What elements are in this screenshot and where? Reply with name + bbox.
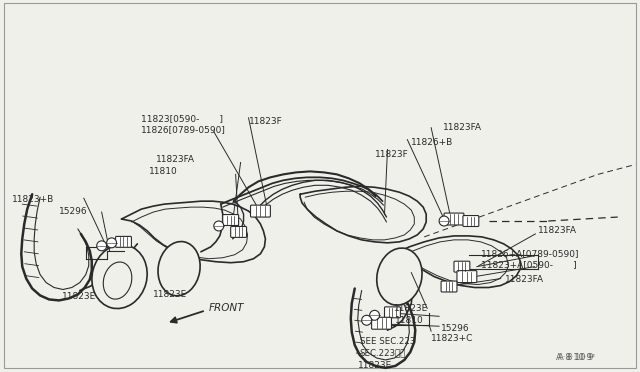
Text: 11823FA: 11823FA <box>443 123 482 132</box>
Circle shape <box>107 238 116 248</box>
FancyBboxPatch shape <box>230 227 246 237</box>
Text: 11823E: 11823E <box>62 292 96 301</box>
FancyBboxPatch shape <box>372 317 392 329</box>
Text: FRONT: FRONT <box>209 303 244 313</box>
Text: A·8·10·9²: A·8·10·9² <box>558 353 596 362</box>
FancyBboxPatch shape <box>454 261 470 272</box>
Text: 11823F: 11823F <box>248 117 282 126</box>
FancyBboxPatch shape <box>250 205 270 217</box>
Circle shape <box>370 310 380 320</box>
Text: 15296: 15296 <box>59 206 88 216</box>
Circle shape <box>362 315 372 325</box>
Ellipse shape <box>377 248 422 305</box>
Circle shape <box>97 241 107 251</box>
Text: 11823+A[0590-       ]: 11823+A[0590- ] <box>481 260 577 269</box>
Text: A  8 10 9: A 8 10 9 <box>556 353 593 362</box>
FancyBboxPatch shape <box>457 271 477 283</box>
Text: 11823E: 11823E <box>394 304 429 313</box>
Text: 11826[0789-0590]: 11826[0789-0590] <box>141 125 226 134</box>
Text: 11810: 11810 <box>396 316 424 325</box>
Text: SEE SEC.223: SEE SEC.223 <box>360 337 415 346</box>
Ellipse shape <box>158 241 200 296</box>
FancyBboxPatch shape <box>116 236 131 247</box>
Text: 11823+B: 11823+B <box>12 195 54 204</box>
FancyBboxPatch shape <box>463 215 479 227</box>
Circle shape <box>214 221 224 231</box>
Text: 11826+B: 11826+B <box>412 138 454 147</box>
Text: 11810: 11810 <box>149 167 178 176</box>
Text: SEC.223参照: SEC.223参照 <box>360 349 406 357</box>
Circle shape <box>439 216 449 226</box>
Text: 11823+C: 11823+C <box>431 334 474 343</box>
FancyBboxPatch shape <box>444 213 464 225</box>
Text: 11823E: 11823E <box>358 362 392 371</box>
Text: 11823FA: 11823FA <box>504 275 543 284</box>
FancyBboxPatch shape <box>223 215 239 225</box>
Text: 11823E: 11823E <box>153 290 188 299</box>
Ellipse shape <box>92 245 147 308</box>
Text: 11823FA: 11823FA <box>538 227 577 235</box>
Text: 11826+A[0789-0590]: 11826+A[0789-0590] <box>481 249 579 258</box>
Text: 11823F: 11823F <box>374 150 408 159</box>
Text: 15296: 15296 <box>441 324 470 333</box>
Text: 11823[0590-       ]: 11823[0590- ] <box>141 114 223 123</box>
FancyBboxPatch shape <box>385 307 401 318</box>
FancyBboxPatch shape <box>441 281 457 292</box>
Text: 11823FA: 11823FA <box>156 155 195 164</box>
Ellipse shape <box>103 262 132 299</box>
